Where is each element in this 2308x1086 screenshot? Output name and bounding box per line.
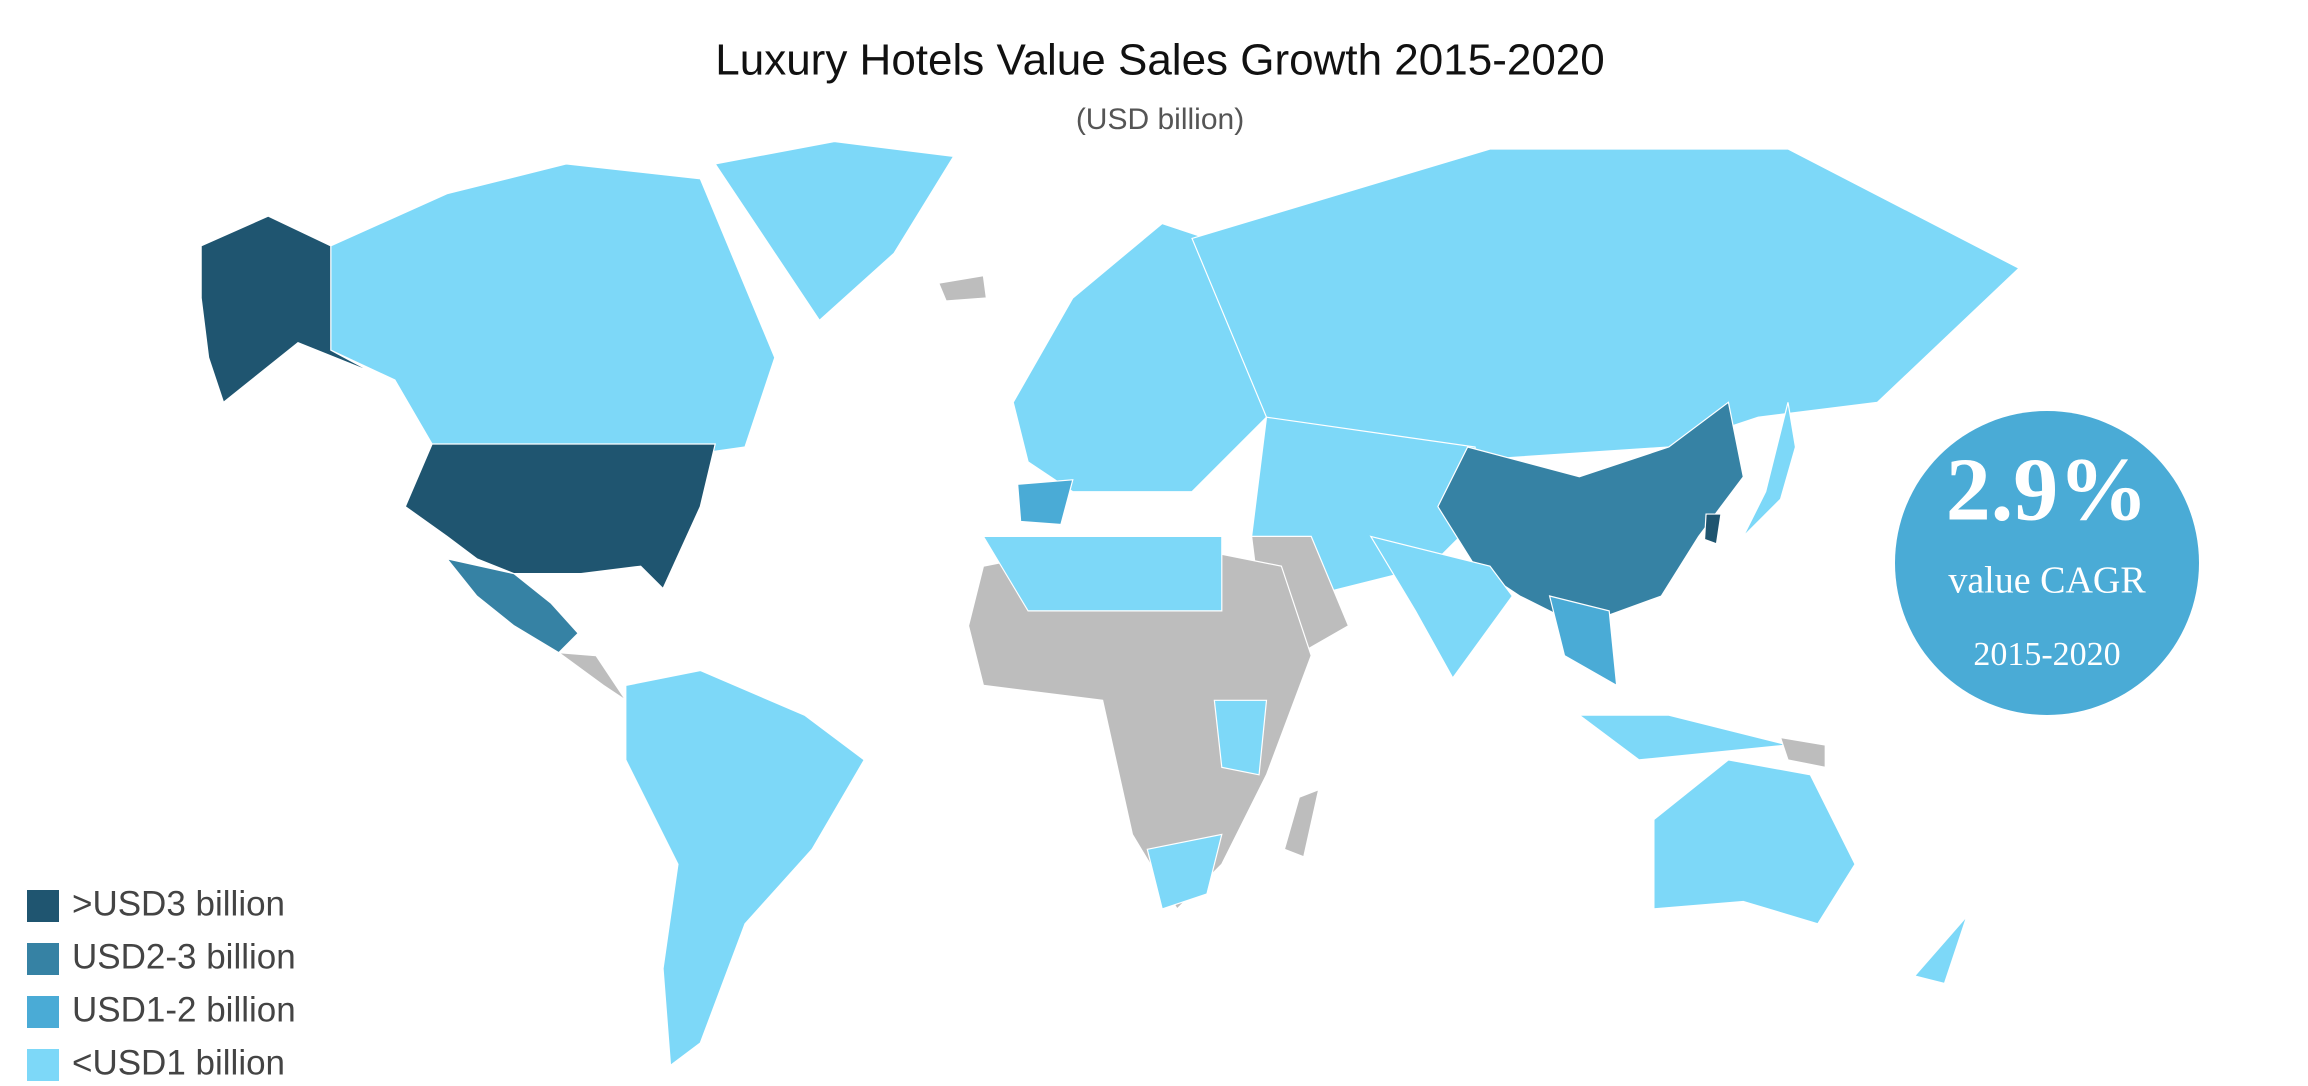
- region: [1779, 736, 1826, 769]
- region: [1146, 833, 1223, 910]
- region: [1548, 595, 1618, 687]
- region: [330, 163, 776, 463]
- region: [982, 535, 1223, 612]
- world-map: [200, 140, 2020, 1067]
- region: [1017, 479, 1074, 526]
- legend: >USD3 billion USD2-3 billion USD1-2 billio…: [27, 884, 296, 1082]
- region: [1213, 699, 1268, 776]
- title: Luxury Hotels Value Sales Growth 2015-20…: [715, 36, 1604, 85]
- legend-label: >USD3 billion: [72, 884, 285, 923]
- region: [1369, 535, 1514, 680]
- legend-swatch: [27, 943, 59, 975]
- badge-value: 2.9%: [1946, 441, 2149, 540]
- legend-swatch: [27, 996, 59, 1028]
- region: [937, 274, 988, 302]
- region: [445, 557, 579, 654]
- region: [1191, 148, 2020, 463]
- region: [1283, 788, 1320, 858]
- region: [1742, 402, 1797, 537]
- region: [625, 669, 865, 1067]
- region: [1437, 401, 1744, 627]
- region: [1703, 513, 1722, 545]
- legend-label: USD1-2 billion: [72, 990, 296, 1029]
- region: [556, 651, 627, 701]
- region: [1577, 714, 1789, 761]
- region: [404, 443, 716, 590]
- legend-label: <USD1 billion: [72, 1043, 285, 1082]
- legend-swatch: [27, 1049, 59, 1081]
- region: [1913, 915, 1968, 985]
- region: [200, 215, 373, 404]
- subtitle: (USD billion): [1076, 103, 1244, 136]
- badge-label: value CAGR: [1948, 560, 2146, 602]
- legend-label: USD2-3 billion: [72, 937, 296, 976]
- badge-period: 2015-2020: [1973, 636, 2120, 673]
- badge-circle: [1895, 411, 2199, 715]
- region: [1653, 759, 1856, 925]
- legend-swatch: [27, 890, 59, 922]
- region: [714, 140, 955, 322]
- cagr-badge: 2.9% value CAGR 2015-2020: [1895, 411, 2199, 715]
